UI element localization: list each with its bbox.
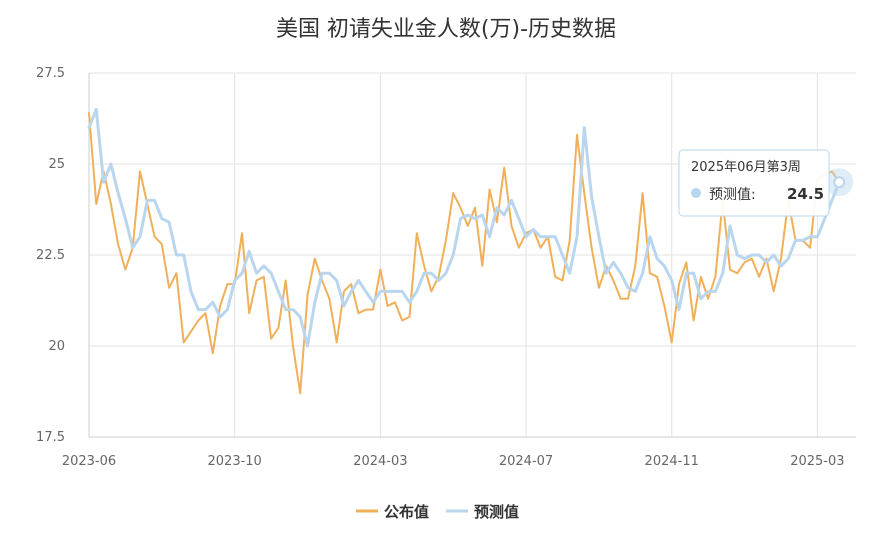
y-tick-label: 17.5 [36, 430, 65, 445]
legend-label-1: 预测值 [474, 503, 519, 521]
series-lines [87, 107, 841, 395]
y-tick-label: 25 [48, 157, 65, 172]
tooltip-value: 24.5 [787, 185, 824, 203]
x-tick-label: 2023-10 [208, 454, 262, 469]
x-tick-label: 2024-07 [499, 454, 553, 469]
legend: 公布值 预测值 [356, 503, 519, 521]
tooltip-box [678, 149, 830, 217]
series-line-1 [87, 107, 841, 348]
x-tick-label: 2024-03 [353, 454, 407, 469]
y-tick-label: 27.5 [36, 66, 65, 81]
axes: 17.5 20 22.5 25 27.5 2023-06 2023-10 2024-03 202… [36, 66, 856, 469]
tooltip-title: 2025年06月第3周 [691, 160, 801, 175]
chart-title: 美国 初请失业金人数(万)-历史数据 [276, 17, 616, 42]
x-tick-label: 2025-03 [790, 454, 844, 469]
tooltip-series-marker [691, 188, 701, 198]
grid [88, 72, 856, 438]
y-tick-label: 22.5 [36, 248, 65, 263]
tooltip-point [833, 176, 846, 189]
x-tick-label: 2024-11 [645, 454, 699, 469]
legend-label-0: 公布值 [384, 503, 429, 521]
tooltip-series-label: 预测值: [709, 187, 756, 203]
x-tick-label: 2023-06 [62, 454, 116, 469]
y-tick-label: 20 [48, 339, 65, 354]
